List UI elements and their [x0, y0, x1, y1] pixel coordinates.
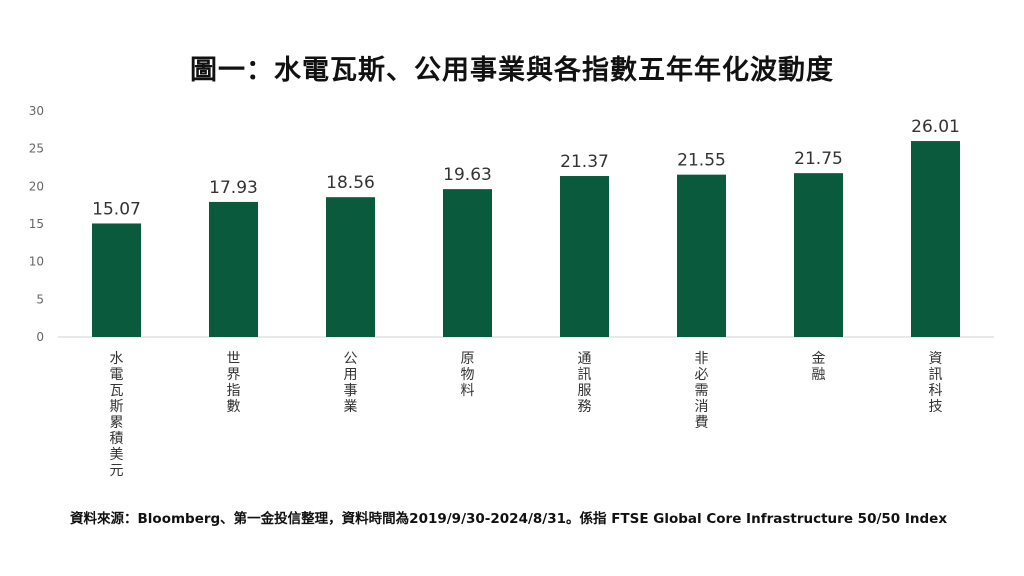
x-tick-label: 金融	[812, 351, 826, 383]
y-tick-label: 30	[29, 104, 44, 118]
source-note: 資料來源：Bloomberg、第一金投信整理，資料時間為2019/9/30-20…	[70, 511, 948, 527]
bar-chart: 0 5 10 15 20 25 30 15.07 水電瓦斯累積美元 17.93 世界指數 18.56 公…	[29, 104, 994, 479]
y-tick-label: 15	[29, 217, 44, 231]
bar	[911, 141, 960, 337]
data-label: 21.37	[560, 152, 609, 172]
x-tick-label: 非必需消費	[695, 351, 709, 431]
data-label: 21.75	[794, 149, 843, 169]
bar	[794, 173, 843, 337]
bar	[443, 189, 492, 337]
bar	[92, 223, 141, 337]
x-tick-label: 原物料	[461, 351, 475, 399]
x-tick-label: 資訊科技	[929, 351, 943, 415]
y-tick-label: 20	[29, 179, 44, 193]
y-tick-label: 25	[29, 142, 44, 156]
data-label: 26.01	[911, 117, 960, 137]
x-tick-label: 公用事業	[344, 351, 358, 415]
data-label: 15.07	[92, 199, 141, 219]
data-label: 21.55	[677, 151, 726, 171]
x-tick-label: 水電瓦斯累積美元	[110, 351, 124, 479]
chart-title: 圖一：水電瓦斯、公用事業與各指數五年年化波動度	[190, 55, 834, 86]
bar	[560, 176, 609, 337]
y-tick-label: 10	[29, 255, 44, 269]
bar	[677, 174, 726, 337]
x-tick-label: 世界指數	[227, 351, 241, 415]
x-tick-label: 通訊服務	[578, 351, 592, 415]
bar	[209, 201, 258, 337]
data-label: 19.63	[443, 165, 492, 185]
y-tick-label: 5	[36, 292, 44, 306]
data-label: 18.56	[326, 173, 375, 193]
y-tick-label: 0	[36, 330, 44, 344]
bar	[326, 197, 375, 337]
data-label: 17.93	[209, 178, 258, 198]
